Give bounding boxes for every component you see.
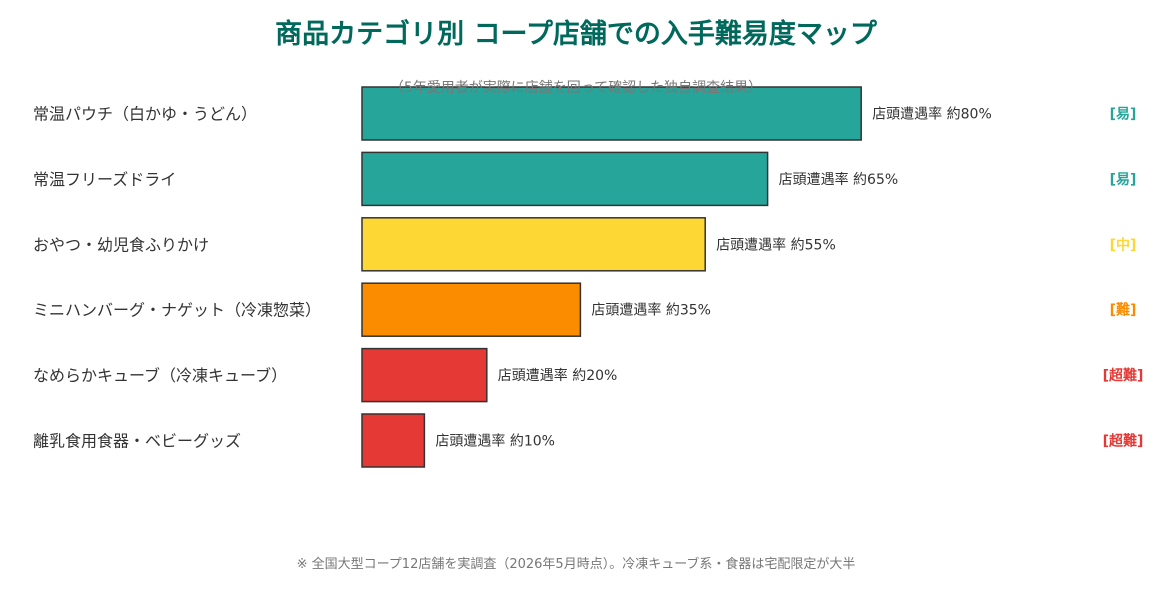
bar [361,86,862,141]
value-label: 店頭遭遇率 約65% [779,171,899,188]
category-label: なめらかキューブ（冷凍キューブ） [33,366,287,385]
difficulty-label: [超難] [1103,367,1144,384]
difficulty-label: [超難] [1103,433,1144,450]
bar [361,413,426,468]
chart-title: 商品カテゴリ別 コープ店舗での入手難易度マップ [275,18,878,50]
category-label: おやつ・幼児食ふりかけ [33,235,209,254]
bar [361,217,706,272]
chart-subtitle: （5年愛用者が実際に店舗を回って確認した独自調査結果） [390,80,762,96]
value-label: 店頭遭遇率 約20% [498,367,618,384]
category-label: 常温フリーズドライ [33,170,176,189]
value-label: 店頭遭遇率 約35% [591,302,711,319]
bar [361,282,582,337]
difficulty-label: [易] [1110,172,1137,188]
bar [361,151,769,207]
bar [361,347,488,403]
chart-footnote: ※ 全国大型コープ12店舗を実調査（2026年5月時点）。冷凍キューブ系・食器は… [297,556,856,572]
difficulty-label: [易] [1110,107,1137,123]
category-label: 離乳食用食器・ベビーグッズ [33,432,241,451]
value-label: 店頭遭遇率 約55% [716,236,836,253]
value-label: 店頭遭遇率 約10% [435,433,555,450]
difficulty-label: [難] [1110,302,1137,319]
value-label: 店頭遭遇率 約80% [872,106,992,123]
category-label: ミニハンバーグ・ナゲット（冷凍惣菜） [33,301,321,320]
bars-layer: 常温パウチ（白かゆ・うどん） 店頭遭遇率 約80% [易]常温フリーズドライ 店頭遭遇… [33,86,1144,468]
category-label: 常温パウチ（白かゆ・うどん） [33,105,257,124]
difficulty-label: [中] [1110,236,1137,253]
